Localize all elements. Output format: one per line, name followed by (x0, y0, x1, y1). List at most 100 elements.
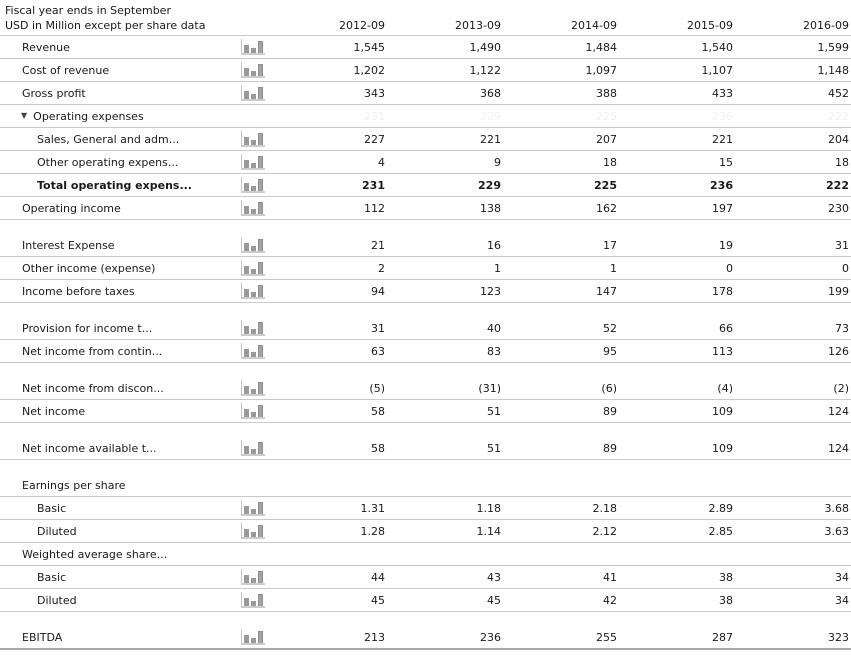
bar-chart-icon[interactable] (241, 523, 265, 539)
value-cell: 323 (828, 630, 849, 644)
value-cell: 3.63 (824, 524, 850, 538)
value-cell: 1 (610, 261, 617, 275)
value-cell: 94 (371, 284, 385, 298)
bar-chart-icon[interactable] (241, 569, 265, 585)
bar-icon-bar (251, 140, 256, 145)
bar-chart-icon[interactable] (241, 237, 265, 253)
bar-icon-bar (258, 64, 263, 76)
row-label-cell: Total operating expens... (0, 179, 241, 192)
bar-icon-bar (258, 87, 263, 99)
value-cell: 287 (712, 630, 733, 644)
bar-chart-icon[interactable] (241, 154, 265, 170)
year-column-header: 2013-09 (455, 19, 501, 32)
value-cell: 229 (480, 109, 501, 123)
row-label-cell: Cost of revenue (0, 64, 241, 77)
bar-icon-bar (251, 412, 256, 417)
row-label[interactable]: Operating expenses (33, 109, 144, 123)
value-cell: 43 (487, 570, 501, 584)
value-cell: 227 (364, 132, 385, 146)
bar-chart-icon[interactable] (241, 343, 265, 359)
table-row: ▼ Operating expenses 231 229 225 236 222 (0, 105, 851, 128)
bar-chart-icon[interactable] (241, 85, 265, 101)
value-cell: 38 (719, 570, 733, 584)
value-cell: 40 (487, 321, 501, 335)
bar-chart-icon[interactable] (241, 200, 265, 216)
bar-chart-icon[interactable] (241, 403, 265, 419)
bar-icon-bar (258, 239, 263, 251)
bar-chart-icon[interactable] (241, 500, 265, 516)
value-cell: 231 (364, 109, 385, 123)
value-cell: 73 (835, 321, 849, 335)
bar-icon-bar (244, 409, 249, 417)
value-cell: 58 (371, 404, 385, 418)
value-cell: 63 (371, 344, 385, 358)
bar-icon-bar (244, 386, 249, 394)
row-label-cell: Weighted average share... (0, 548, 241, 561)
row-label: Net income (22, 404, 86, 418)
chart-icon-cell (241, 85, 271, 101)
bar-icon-bar (251, 449, 256, 454)
bar-chart-icon[interactable] (241, 283, 265, 299)
bar-icon-bar (244, 266, 249, 274)
bar-icon-bar (244, 160, 249, 168)
chart-icon-cell (241, 380, 271, 396)
row-label-cell: Net income (0, 405, 241, 418)
bar-icon-bar (251, 209, 256, 214)
value-cell: 231 (362, 178, 385, 192)
value-cell: 112 (364, 201, 385, 215)
value-cell: 236 (480, 630, 501, 644)
value-cell: 113 (712, 344, 733, 358)
bar-chart-icon[interactable] (241, 592, 265, 608)
value-cell: 4 (378, 155, 385, 169)
bar-chart-icon[interactable] (241, 260, 265, 276)
bar-chart-icon[interactable] (241, 629, 265, 645)
value-cell: 31 (371, 321, 385, 335)
table-row: Provision for income t... 31 40 52 66 73 (0, 317, 851, 340)
value-cell: 1.31 (360, 501, 386, 515)
row-label-cell: Interest Expense (0, 239, 241, 252)
value-cell: 138 (480, 201, 501, 215)
chart-icon-cell (241, 592, 271, 608)
table-row: Net income 58 51 89 109 124 (0, 400, 851, 423)
value-cell: 2 (378, 261, 385, 275)
bar-chart-icon[interactable] (241, 380, 265, 396)
value-cell: 1,097 (585, 63, 618, 77)
table-row: Basic 1.31 1.18 2.18 2.89 3.68 (0, 497, 851, 520)
value-cell: 225 (596, 109, 617, 123)
bar-icon-bar (258, 571, 263, 583)
bar-chart-icon[interactable] (241, 131, 265, 147)
bar-chart-icon[interactable] (241, 62, 265, 78)
row-label-cell: Net income from discon... (0, 382, 241, 395)
value-cell: 229 (478, 178, 501, 192)
bar-icon-bar (251, 638, 256, 643)
value-cell: 34 (835, 570, 849, 584)
bar-chart-icon[interactable] (241, 39, 265, 55)
table-row: Basic 44 43 41 38 34 (0, 566, 851, 589)
table-row: Diluted 1.28 1.14 2.12 2.85 3.63 (0, 520, 851, 543)
bar-icon-bar (251, 329, 256, 334)
bar-chart-icon[interactable] (241, 320, 265, 336)
bar-icon-bar (258, 179, 263, 191)
row-label: Operating income (22, 201, 121, 215)
bar-icon-bar (251, 292, 256, 297)
value-cell: 368 (480, 86, 501, 100)
row-label: Net income available t... (22, 441, 157, 455)
bar-icon-bar (251, 601, 256, 606)
table-row: Other income (expense) 2 1 1 0 0 (0, 257, 851, 280)
table-body: Revenue 1,545 1,490 1,484 1,540 1,599 Cost of … (0, 36, 851, 650)
value-cell: (31) (478, 381, 501, 395)
fiscal-year-note: Fiscal year ends in September (5, 4, 171, 17)
bar-icon-bar (258, 41, 263, 53)
value-cell: (5) (369, 381, 385, 395)
value-cell: 2.18 (592, 501, 618, 515)
year-column-header: 2016-09 (803, 19, 849, 32)
bar-chart-icon[interactable] (241, 177, 265, 193)
bar-icon-bar (244, 575, 249, 583)
row-label-cell: EBITDA (0, 631, 241, 644)
bar-icon-bar (258, 631, 263, 643)
collapse-triangle-icon[interactable]: ▼ (21, 111, 28, 120)
value-cell: 42 (603, 593, 617, 607)
bar-chart-icon[interactable] (241, 440, 265, 456)
table-row: Total operating expens... 231 229 225 236 222 (0, 174, 851, 197)
value-cell: 1.18 (476, 501, 502, 515)
